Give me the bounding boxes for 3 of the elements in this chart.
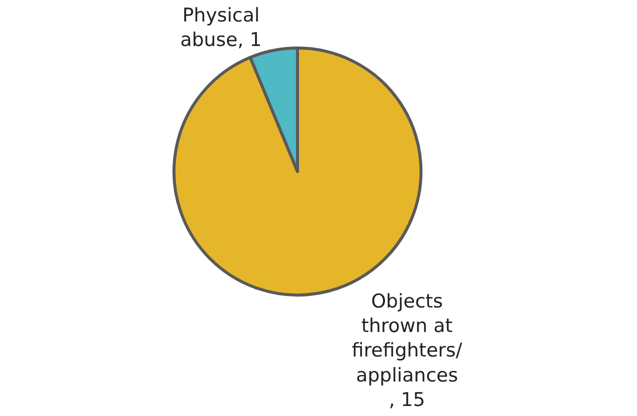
data-label: , 15	[388, 389, 426, 412]
slice-label: Physical abuse, 1	[180, 4, 262, 52]
slice-label: Objects thrown at firefighters/ appliances	[352, 290, 463, 386]
